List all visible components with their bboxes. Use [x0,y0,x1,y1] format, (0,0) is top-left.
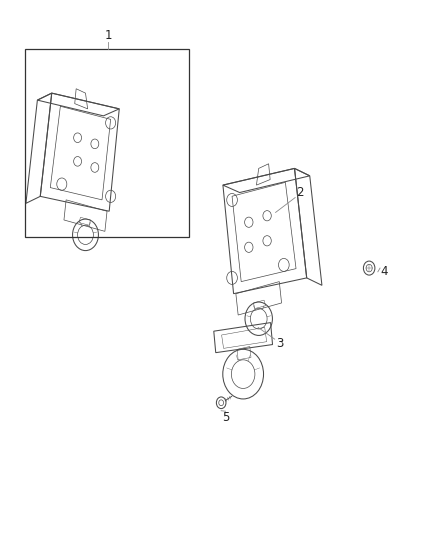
Text: 1: 1 [104,29,112,42]
Text: 3: 3 [276,337,284,350]
Text: 5: 5 [222,411,229,424]
Text: 4: 4 [381,265,388,278]
Text: 2: 2 [296,186,303,199]
Bar [25,49,188,237]
